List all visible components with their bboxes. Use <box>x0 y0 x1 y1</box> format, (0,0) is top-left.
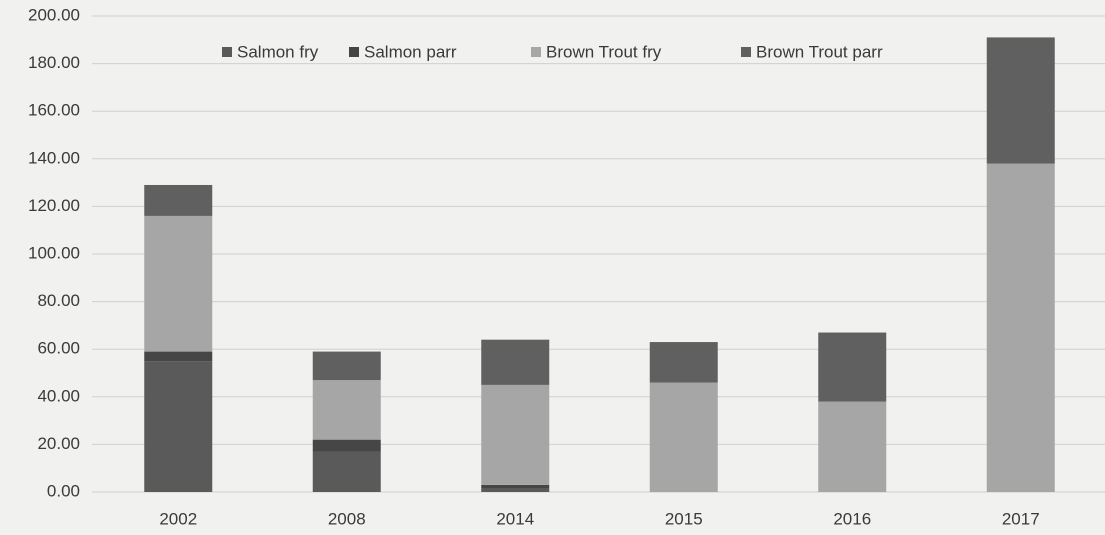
y-tick-label: 140.00 <box>28 148 80 167</box>
x-tick-label: 2015 <box>665 509 703 528</box>
bar-segment <box>818 401 887 492</box>
bar-segment <box>312 451 381 492</box>
legend-label: Salmon parr <box>364 42 457 61</box>
bar-segment <box>986 163 1055 492</box>
y-tick-label: 120.00 <box>28 196 80 215</box>
bar-segment <box>312 380 381 440</box>
bar-segment <box>481 488 550 492</box>
x-tick-label: 2008 <box>328 509 366 528</box>
bar-segment <box>144 361 213 492</box>
bar-segment <box>818 332 887 402</box>
legend-label: Salmon fry <box>237 42 319 61</box>
bar-segment <box>144 184 213 216</box>
legend-swatch <box>349 47 359 57</box>
legend-swatch <box>531 47 541 57</box>
bar-segment <box>481 384 550 485</box>
bar-segment <box>144 215 213 352</box>
legend-label: Brown Trout parr <box>756 42 883 61</box>
x-tick-label: 2016 <box>833 509 871 528</box>
x-tick-label: 2014 <box>496 509 534 528</box>
bar-segment <box>144 351 213 362</box>
bar-segment <box>481 339 550 385</box>
y-tick-label: 80.00 <box>37 291 80 310</box>
y-tick-label: 100.00 <box>28 243 80 262</box>
bar-segment <box>986 37 1055 164</box>
y-tick-label: 40.00 <box>37 386 80 405</box>
bar-segment <box>649 382 718 492</box>
y-tick-label: 200.00 <box>28 5 80 24</box>
y-tick-label: 180.00 <box>28 53 80 72</box>
y-tick-label: 20.00 <box>37 434 80 453</box>
legend-swatch <box>741 47 751 57</box>
x-tick-label: 2002 <box>159 509 197 528</box>
bar-segment <box>312 351 381 381</box>
x-tick-label: 2017 <box>1002 509 1040 528</box>
legend-swatch <box>222 47 232 57</box>
y-tick-label: 0.00 <box>47 481 80 500</box>
y-tick-label: 160.00 <box>28 101 80 120</box>
bar-segment <box>649 342 718 383</box>
legend-label: Brown Trout fry <box>546 42 662 61</box>
bar-segment <box>312 439 381 452</box>
bar-segment <box>481 484 550 489</box>
y-tick-label: 60.00 <box>37 339 80 358</box>
